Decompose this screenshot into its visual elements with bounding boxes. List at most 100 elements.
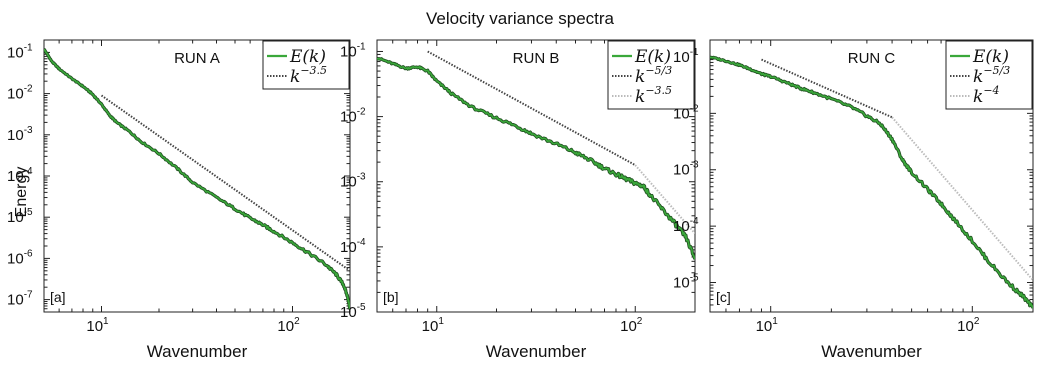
x-axis-label: Wavenumber: [486, 342, 587, 361]
legend-entry-exponent: −5/3: [645, 64, 672, 77]
x-tick-label-exponent: 1: [438, 316, 444, 327]
y-tick-label: 10-1: [7, 42, 33, 61]
legend-entry-exponent: −3.5: [300, 64, 327, 77]
x-tick-label-exponent: 1: [772, 316, 778, 327]
run-label: RUN C: [848, 50, 896, 67]
y-tick-label: 10-5: [673, 273, 699, 292]
legend-entry: k−3.5: [290, 64, 327, 87]
x-tick-label-base: 10: [957, 318, 974, 335]
y-tick-label-base: 10: [340, 43, 357, 60]
y-tick-label-exponent: -3: [24, 125, 33, 136]
x-tick-label-base: 10: [277, 318, 294, 335]
y-tick-label: 10-6: [7, 248, 33, 267]
y-tick-label: 10-1: [340, 41, 366, 60]
x-tick-label: 101: [756, 316, 779, 335]
panels-group: 101 10210-710-610-510-410-310-210-1Wavenu…: [7, 39, 1034, 361]
x-tick-label-base: 10: [620, 318, 637, 335]
y-tick-label: 10-2: [340, 107, 366, 126]
y-tick-label: 10-4: [7, 166, 33, 185]
y-tick-label-base: 10: [7, 292, 24, 309]
y-tick-label-base: 10: [7, 168, 24, 185]
legend-entry: k−5/3: [635, 64, 672, 87]
x-tick-label: 102: [957, 316, 980, 335]
x-tick-label-exponent: 2: [294, 316, 300, 327]
plot-area: [377, 50, 695, 260]
legend-entry-base: E(k): [972, 47, 1009, 67]
y-tick-label: 10-5: [7, 207, 33, 226]
legend-entry: E(k): [289, 47, 326, 67]
y-tick-label-base: 10: [7, 127, 24, 144]
y-tick-label-exponent: -2: [357, 107, 366, 118]
x-tick-label-exponent: 2: [637, 316, 643, 327]
series-reference-line-1: [427, 50, 636, 166]
y-tick-label-base: 10: [7, 209, 24, 226]
legend-entry-exponent: −5/3: [983, 64, 1010, 77]
run-label: RUN A: [174, 50, 220, 67]
panel-tag: [c]: [716, 289, 731, 305]
legend-entry: E(k): [972, 47, 1009, 67]
legend-entry-base: k: [635, 67, 645, 87]
panel-b: 101 10210-510-410-310-210-1WavenumberRUN …: [340, 39, 696, 361]
y-tick-label-base: 10: [673, 49, 690, 66]
y-tick-label-base: 10: [673, 162, 690, 179]
legend-entry-exponent: −4: [983, 84, 999, 97]
panel-tag: [a]: [50, 289, 66, 305]
legend-entry: k−4: [973, 84, 1000, 107]
y-tick-label-exponent: -3: [357, 172, 366, 183]
run-label: RUN B: [513, 50, 560, 67]
legend: E(k)k−5/3k−4: [945, 40, 1033, 110]
y-tick-label: 10-7: [7, 290, 33, 309]
series-ek-line: [44, 48, 350, 310]
x-axis-label: Wavenumber: [821, 342, 922, 361]
x-tick-label-base: 10: [86, 318, 103, 335]
y-tick-label: 10-3: [7, 125, 33, 144]
y-tick-label-exponent: -5: [357, 302, 366, 313]
legend-entry-base: k: [290, 67, 300, 87]
panel-tag: [b]: [383, 289, 399, 305]
y-tick-label-base: 10: [7, 86, 24, 103]
legend-entry: k−5/3: [973, 64, 1010, 87]
y-tick-label-exponent: -3: [690, 160, 699, 171]
legend-entry: k−3.5: [635, 84, 672, 107]
legend-entry-base: k: [973, 87, 983, 107]
plot-area: [44, 48, 350, 310]
x-tick-label: 101: [422, 316, 445, 335]
legend-entry-base: E(k): [289, 47, 326, 67]
x-tick-label: 101: [86, 316, 109, 335]
series-ek-line: [710, 56, 1033, 309]
y-tick-label-exponent: -1: [357, 41, 366, 52]
y-tick-label: 10-4: [340, 237, 366, 256]
x-axis-label: Wavenumber: [147, 342, 248, 361]
y-tick-label-exponent: -4: [357, 237, 366, 248]
plot-area: [710, 55, 1033, 309]
legend-entry-base: E(k): [634, 47, 671, 67]
y-tick-label-exponent: -2: [690, 103, 699, 114]
y-tick-label: 10-4: [673, 216, 699, 235]
y-tick-label-base: 10: [340, 109, 357, 126]
y-tick-label-base: 10: [673, 105, 690, 122]
legend-box: [262, 40, 350, 90]
y-tick-label-base: 10: [340, 304, 357, 321]
y-tick-label-base: 10: [340, 239, 357, 256]
y-tick-label-base: 10: [673, 275, 690, 292]
y-tick-label-exponent: -2: [24, 84, 33, 95]
y-tick-label-base: 10: [7, 44, 24, 61]
y-tick-label-exponent: -1: [24, 42, 33, 53]
y-tick-label: 10-1: [673, 47, 699, 66]
y-tick-label-exponent: -5: [24, 207, 33, 218]
y-tick-label-base: 10: [673, 218, 690, 235]
figure-title: Velocity variance spectra: [426, 9, 615, 28]
y-tick-label-exponent: -1: [690, 47, 699, 58]
y-tick-label-base: 10: [340, 174, 357, 191]
y-tick-label-exponent: -4: [690, 216, 699, 227]
legend: E(k)k−3.5: [262, 40, 350, 90]
panel-c: 101 10210-510-410-310-210-1WavenumberRUN …: [673, 39, 1034, 361]
y-tick-label-exponent: -7: [24, 290, 33, 301]
y-tick-label: 10-3: [340, 172, 366, 191]
y-tick-label: 10-2: [7, 84, 33, 103]
series-reference-line-2: [634, 164, 695, 235]
series-reference-line-1: [100, 94, 350, 272]
y-tick-label-exponent: -4: [24, 166, 33, 177]
x-tick-label: 102: [277, 316, 300, 335]
